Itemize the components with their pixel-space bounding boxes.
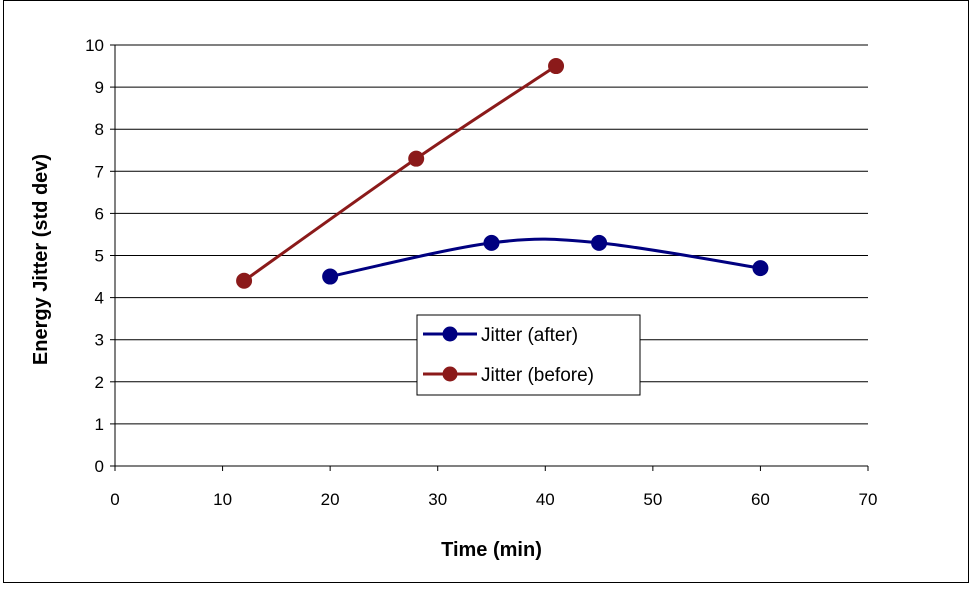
- x-tick-label: 60: [751, 490, 770, 509]
- chart-frame: [3, 0, 969, 583]
- legend-item: Jitter (before): [423, 365, 594, 386]
- legend-item: Jitter (after): [423, 325, 578, 346]
- x-tick-label: 70: [859, 490, 878, 509]
- x-tick-label: 50: [643, 490, 662, 509]
- y-tick-label: 10: [85, 36, 104, 55]
- y-tick-label: 0: [95, 457, 104, 476]
- x-tick-label: 10: [213, 490, 232, 509]
- x-tick-label: 0: [110, 490, 119, 509]
- legend-marker: [442, 326, 458, 342]
- data-point: [236, 272, 253, 289]
- x-tick-label: 20: [321, 490, 340, 509]
- data-point: [591, 234, 608, 251]
- x-tick-label: 30: [428, 490, 447, 509]
- y-tick-label: 8: [95, 120, 104, 139]
- legend-label: Jitter (before): [481, 365, 594, 386]
- y-axis-title: Energy Jitter (std dev): [30, 154, 52, 365]
- y-tick-label: 3: [95, 331, 104, 350]
- series-line: [329, 237, 761, 279]
- axis-ticks: 0 1 2 3 4 5 6 7 8 9 10 0 10 20 30 40 50 60 70: [85, 36, 877, 509]
- series-jitter-before: [236, 58, 565, 289]
- x-tick-label: 40: [536, 490, 555, 509]
- series: [236, 58, 769, 289]
- y-tick-label: 7: [95, 162, 104, 181]
- y-tick-label: 9: [95, 78, 104, 97]
- y-tick-label: 1: [95, 415, 104, 434]
- data-point: [548, 58, 565, 75]
- series-jitter-after: [322, 234, 769, 285]
- legend-marker: [442, 366, 458, 382]
- data-point: [408, 150, 425, 167]
- y-tick-label: 5: [95, 247, 104, 266]
- legend-label: Jitter (after): [481, 325, 578, 346]
- data-point: [483, 234, 500, 251]
- data-point: [322, 268, 339, 285]
- x-axis-title: Time (min): [441, 539, 542, 561]
- y-tick-label: 4: [95, 289, 104, 308]
- gridlines: [115, 44, 868, 425]
- y-tick-label: 2: [95, 373, 104, 392]
- data-point: [752, 260, 769, 277]
- series-line: [243, 64, 557, 282]
- y-tick-label: 6: [95, 204, 104, 223]
- legend: Jitter (after) Jitter (before): [416, 314, 641, 396]
